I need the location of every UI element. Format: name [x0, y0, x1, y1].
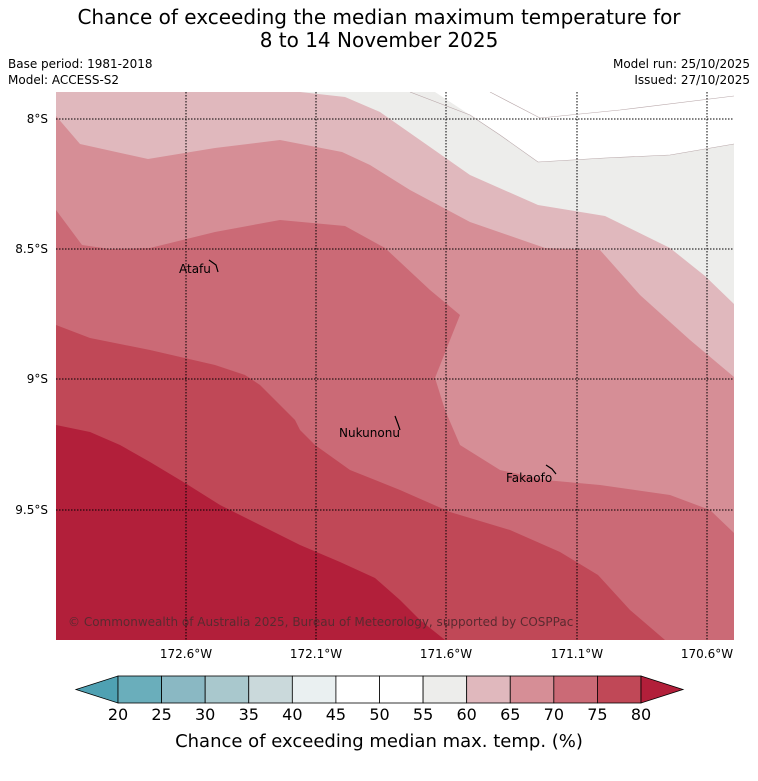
colorbar-tick-label: 80 — [631, 705, 651, 724]
model-name: Model: ACCESS-S2 — [8, 73, 120, 87]
colorbar — [74, 675, 685, 704]
copyright-notice: © Commonwealth of Australia 2025, Bureau… — [68, 615, 573, 629]
colorbar-tick-label: 70 — [544, 705, 564, 724]
place-label-nukunonu: Nukunonu — [339, 426, 400, 440]
graticule — [56, 92, 734, 640]
lat-label: 8°S — [27, 112, 48, 126]
place-label-fakaofo: Fakaofo — [506, 471, 552, 485]
issued-date: Issued: 27/10/2025 — [634, 73, 750, 87]
base-period: Base period: 1981-2018 — [8, 57, 153, 71]
colorbar-over-arrow — [640, 675, 685, 704]
atoll-outlines — [208, 259, 557, 475]
chart-title-line-1: Chance of exceeding the median maximum t… — [77, 5, 681, 29]
lat-label: 9.5°S — [15, 503, 48, 517]
colorbar-segment — [466, 675, 511, 704]
band-80-plus — [56, 425, 445, 640]
colorbar-tick-label: 20 — [108, 705, 128, 724]
place-label-atafu: Atafu — [179, 262, 211, 276]
colorbar-under-arrow — [74, 675, 119, 704]
contour-bands: © Commonwealth of Australia 2025, Bureau… — [56, 92, 734, 640]
model-run: Model run: 25/10/2025 — [612, 57, 750, 71]
colorbar-ticks: 20 25 30 35 40 45 50 55 60 65 70 75 80 — [108, 705, 651, 724]
colorbar-segment — [161, 675, 206, 704]
colorbar-tick-label: 25 — [151, 705, 171, 724]
lon-label: 170.6°W — [681, 647, 733, 661]
colorbar-tick-label: 45 — [326, 705, 346, 724]
lon-label: 172.1°W — [290, 647, 342, 661]
colorbar-segment — [379, 675, 424, 704]
colorbar-tick-label: 50 — [369, 705, 389, 724]
colorbar-segment — [204, 675, 250, 704]
colorbar-tick-label: 40 — [282, 705, 302, 724]
colorbar-label: Chance of exceeding median max. temp. (%… — [175, 731, 583, 752]
lon-label: 171.1°W — [551, 647, 603, 661]
colorbar-segment — [117, 675, 162, 704]
colorbar-tick-label: 35 — [239, 705, 259, 724]
chart-title-line-2: 8 to 14 November 2025 — [259, 28, 499, 52]
colorbar-tick-label: 65 — [500, 705, 520, 724]
lat-label: 9°S — [27, 372, 48, 386]
colorbar-segment — [248, 675, 293, 704]
colorbar-segment — [509, 675, 555, 704]
lon-label: 171.6°W — [420, 647, 472, 661]
colorbar-segment — [553, 675, 598, 704]
colorbar-segment — [291, 675, 337, 704]
lat-label: 8.5°S — [15, 242, 48, 256]
colorbar-tick-label: 60 — [456, 705, 476, 724]
colorbar-segment — [422, 675, 468, 704]
colorbar-segment — [597, 675, 642, 704]
colorbar-segment — [335, 675, 380, 704]
colorbar-tick-label: 30 — [195, 705, 215, 724]
colorbar-tick-label: 55 — [413, 705, 433, 724]
lon-label: 172.6°W — [160, 647, 212, 661]
colorbar-tick-label: 75 — [587, 705, 607, 724]
